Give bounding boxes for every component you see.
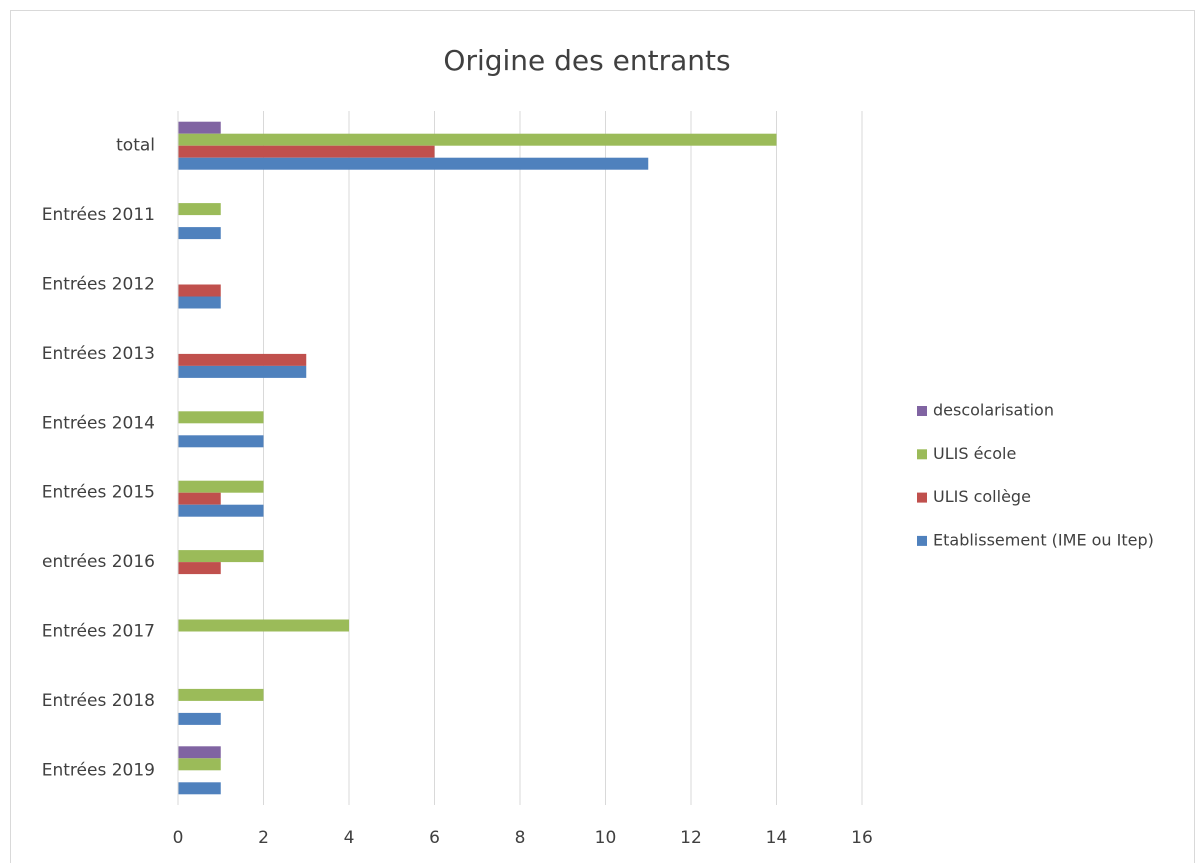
y-tick-label: Entrées 2018 — [42, 691, 155, 711]
bar — [178, 435, 264, 448]
bar — [178, 504, 264, 517]
legend-swatch — [917, 535, 927, 546]
bar — [178, 712, 221, 725]
bar — [178, 157, 649, 170]
legend-label: ULIS école — [933, 444, 1016, 463]
legend-swatch — [917, 449, 927, 460]
bar — [178, 411, 264, 424]
chart-title: Origine des entrants — [443, 44, 730, 77]
bar — [178, 782, 221, 795]
y-tick-label: Entrées 2012 — [42, 275, 155, 295]
bar — [178, 353, 307, 366]
x-tick-label: 12 — [680, 828, 702, 848]
y-tick-label: entrées 2016 — [42, 552, 155, 572]
y-tick-label: total — [116, 136, 155, 156]
bar — [178, 145, 435, 158]
y-tick-label: Entrées 2014 — [42, 413, 155, 433]
x-tick-label: 8 — [515, 828, 526, 848]
bar — [178, 619, 349, 632]
bar — [178, 550, 264, 563]
bar — [178, 296, 221, 309]
legend-label: descolarisation — [933, 401, 1054, 420]
x-tick-label: 0 — [173, 828, 184, 848]
x-tick-label: 16 — [851, 828, 873, 848]
y-tick-label: Entrées 2013 — [42, 344, 155, 364]
bar — [178, 758, 221, 771]
x-tick-label: 2 — [258, 828, 269, 848]
y-tick-label: Entrées 2011 — [42, 205, 155, 225]
bar — [178, 284, 221, 297]
bar — [178, 203, 221, 216]
x-tick-label: 14 — [766, 828, 788, 848]
y-tick-label: Entrées 2019 — [42, 760, 155, 780]
bar — [178, 688, 264, 701]
legend-swatch — [917, 492, 927, 503]
bar — [178, 562, 221, 575]
legend-label: Etablissement (IME ou Itep) — [933, 530, 1154, 549]
x-tick-label: 10 — [595, 828, 617, 848]
legend-swatch — [917, 406, 927, 416]
x-tick-label: 6 — [429, 828, 440, 848]
bar — [178, 227, 221, 240]
legend-label: ULIS collège — [933, 487, 1031, 506]
x-tick-label: 4 — [344, 828, 355, 848]
y-tick-label: Entrées 2017 — [42, 622, 155, 642]
bar — [178, 480, 264, 493]
y-tick-label: Entrées 2015 — [42, 483, 155, 503]
bar — [178, 492, 221, 505]
bar — [178, 121, 221, 134]
bar — [178, 133, 777, 146]
bar — [178, 746, 221, 759]
bar — [178, 365, 307, 378]
